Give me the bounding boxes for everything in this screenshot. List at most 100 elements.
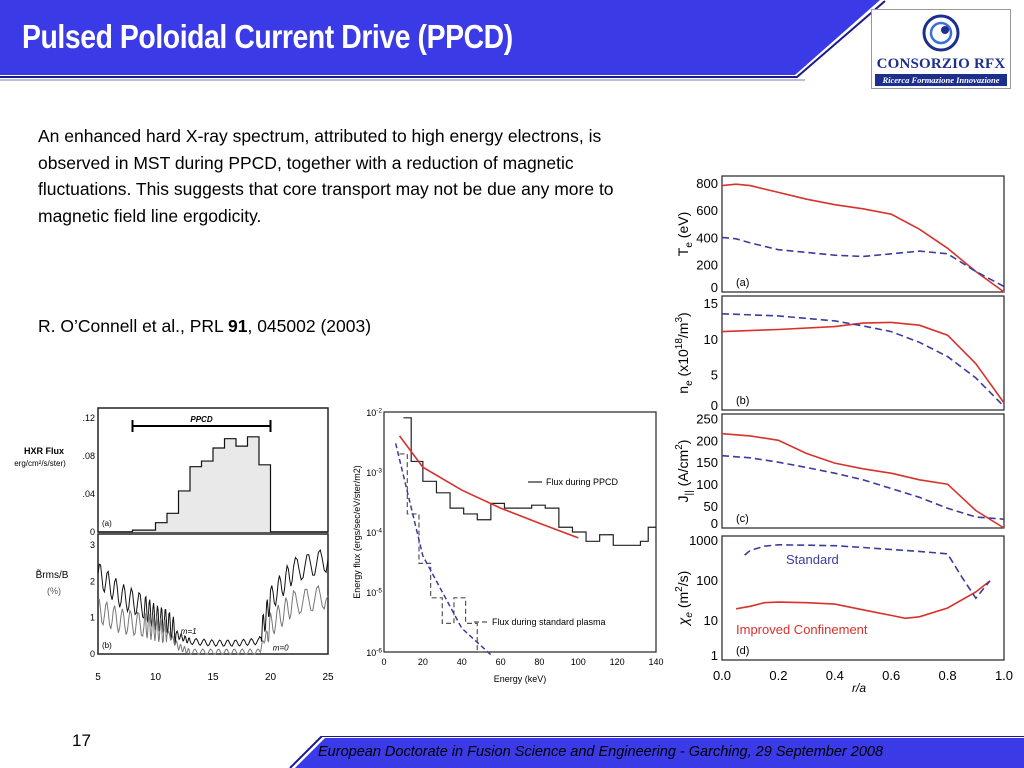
chi-ylabel: χe (m2/s) (674, 571, 695, 628)
profile-ytick-label: 0 (711, 398, 718, 413)
citation-suffix: , 045002 (2003) (247, 316, 372, 336)
profile-ytick-label: 600 (696, 203, 718, 218)
citation-volume: 91 (228, 316, 248, 336)
profile-panel-label: (d) (736, 645, 749, 657)
profile-ytick-label: 400 (696, 230, 718, 245)
logo-subtitle: Ricerca Formazione Innovazione (875, 74, 1007, 86)
hxr-xtick-label: 25 (322, 672, 334, 683)
profile-ytick-label: 0 (711, 516, 718, 531)
profile-ytick-label: 50 (704, 499, 718, 514)
slide-title: Pulsed Poloidal Current Drive (PPCD) (22, 18, 513, 55)
profile-ytick-label: 15 (704, 296, 718, 311)
spectrum-chart: 10-2 10-3 10-4 10-5 10-60 20 40 60 80 100 120 140 En… (352, 407, 664, 684)
profile-ytick-label: 1000 (689, 533, 718, 548)
annotation-improved: Improved Confinement (736, 622, 868, 637)
profile-xtick-label: 0.2 (769, 668, 787, 683)
spectrum-series-3 (394, 443, 492, 656)
profile-series-standard (721, 313, 1005, 407)
te-ylabel: Te (eV) (675, 212, 695, 256)
spectrum-ytick-label: 10-2 (366, 407, 382, 418)
spectrum-xtick-label: 80 (534, 657, 544, 667)
citation: R. O’Connell et al., PRL 91, 045002 (200… (38, 316, 371, 337)
hxr-ytick-label: .08 (82, 451, 95, 461)
hxr-xtick-label: 20 (265, 672, 277, 683)
hxr-panel-a-label: (a) (102, 519, 112, 528)
fluct-ylabel: B̃rms/B (36, 568, 69, 581)
fluct-ytick-label: 0 (90, 649, 95, 659)
body-paragraph: An enhanced hard X-ray spectrum, attribu… (38, 126, 614, 226)
profile-panel-frame-1 (721, 295, 1005, 411)
citation-prefix: R. O’Connell et al., PRL (38, 316, 228, 336)
spectrum-xtick-label: 140 (648, 657, 663, 667)
spectrum-xtick-label: 120 (610, 657, 625, 667)
profile-ytick-label: 100 (696, 477, 718, 492)
profile-xtick-label: 0.6 (882, 668, 900, 683)
profile-panel-label: (b) (736, 395, 749, 407)
profile-ytick-label: 150 (696, 455, 718, 470)
ne-ylabel: ne (x1018/m3) (674, 312, 695, 393)
footer-text: European Doctorate in Fusion Science and… (318, 744, 884, 760)
spectrum-frame (383, 411, 657, 653)
profile-series-standard (744, 543, 991, 600)
profile-ytick-label: 5 (711, 367, 718, 382)
hxr-ytick-label: 0 (90, 527, 95, 537)
rfx-swirl-icon (922, 14, 960, 52)
hxr-ytick-label: .04 (82, 489, 95, 499)
profile-ytick-label: 10 (704, 332, 718, 347)
series-label-m1: m=1 (181, 627, 197, 636)
spectrum-xtick-label: 100 (571, 657, 586, 667)
profile-series-standard (721, 454, 1005, 520)
profile-panel-frame-0 (721, 175, 1005, 293)
profile-ytick-label: 250 (696, 411, 718, 426)
fluct-ylabel-units: (%) (47, 586, 61, 596)
hxr-xtick-label: 15 (207, 672, 219, 683)
title-bar (0, 0, 886, 81)
profile-series-standard (721, 236, 1005, 288)
ppcd-annotation: PPCD (190, 415, 212, 424)
profile-ytick-label: 100 (696, 573, 718, 588)
spectrum-ylabel: Energy flux (ergs/sec/eV/ster/m2) (352, 465, 362, 599)
profile-panel-frame-3 (721, 535, 1005, 661)
profile-xtick-label: 0.4 (826, 668, 844, 683)
profile-series-improved (721, 432, 1005, 529)
legend-standard-label: Flux during standard plasma (492, 617, 606, 627)
spectrum-xtick-label: 20 (418, 657, 428, 667)
jpar-ylabel: J|| (A/cm2) (674, 440, 695, 503)
fluct-ytick-label: 3 (90, 540, 95, 550)
hxr-panel-b-frame (97, 533, 329, 655)
profile-ytick-label: 10 (704, 613, 718, 628)
series-label-m0: m=0 (273, 643, 289, 652)
fluct-ytick-label: 1 (90, 613, 95, 623)
footer-bar (289, 736, 1024, 768)
spectrum-xtick-label: 0 (381, 657, 386, 667)
legend-ppcd-label: Flux during PPCD (546, 477, 619, 487)
spectrum-ytick-label: 10-4 (366, 527, 382, 538)
spectrum-series-0 (403, 417, 656, 546)
hxr-ylabel: HXR Flux (24, 446, 64, 456)
profile-ytick-label: 0 (711, 280, 718, 295)
profile-series-improved (735, 580, 991, 620)
profile-ytick-label: 1 (711, 648, 718, 663)
hxr-ytick-label: .12 (82, 413, 95, 423)
fluct-ytick-label: 2 (90, 576, 95, 586)
consorzio-rfx-logo: CONSORZIO RFX Ricerca Formazione Innovaz… (871, 9, 1011, 89)
logo-name: CONSORZIO RFX (876, 56, 1006, 72)
fluctuation-series-m=0 (97, 584, 329, 655)
hxr-xtick-label: 5 (95, 672, 101, 683)
spectrum-ytick-label: 10-5 (366, 587, 382, 598)
hxr-axis-labels: HXR Flux erg/cm²/s/ster) B̃rms/B (%) (14, 446, 69, 596)
page-number: 17 (72, 731, 91, 750)
profile-series-improved (721, 321, 1005, 404)
hxr-ylabel-units: erg/cm²/s/ster) (14, 459, 66, 468)
spectrum-ytick-label: 10-3 (366, 467, 382, 478)
spectrum-xlabel: Energy (keV) (494, 674, 547, 684)
spectrum-ytick-label: 10-6 (366, 647, 382, 658)
profile-panel-frame-2 (721, 413, 1005, 529)
hxr-xtick-label: 10 (150, 672, 162, 683)
hxr-histogram-line (98, 436, 328, 533)
profile-xlabel: r/a (852, 681, 866, 695)
profile-ytick-label: 800 (696, 176, 718, 191)
profile-panel-label: (c) (736, 513, 749, 525)
